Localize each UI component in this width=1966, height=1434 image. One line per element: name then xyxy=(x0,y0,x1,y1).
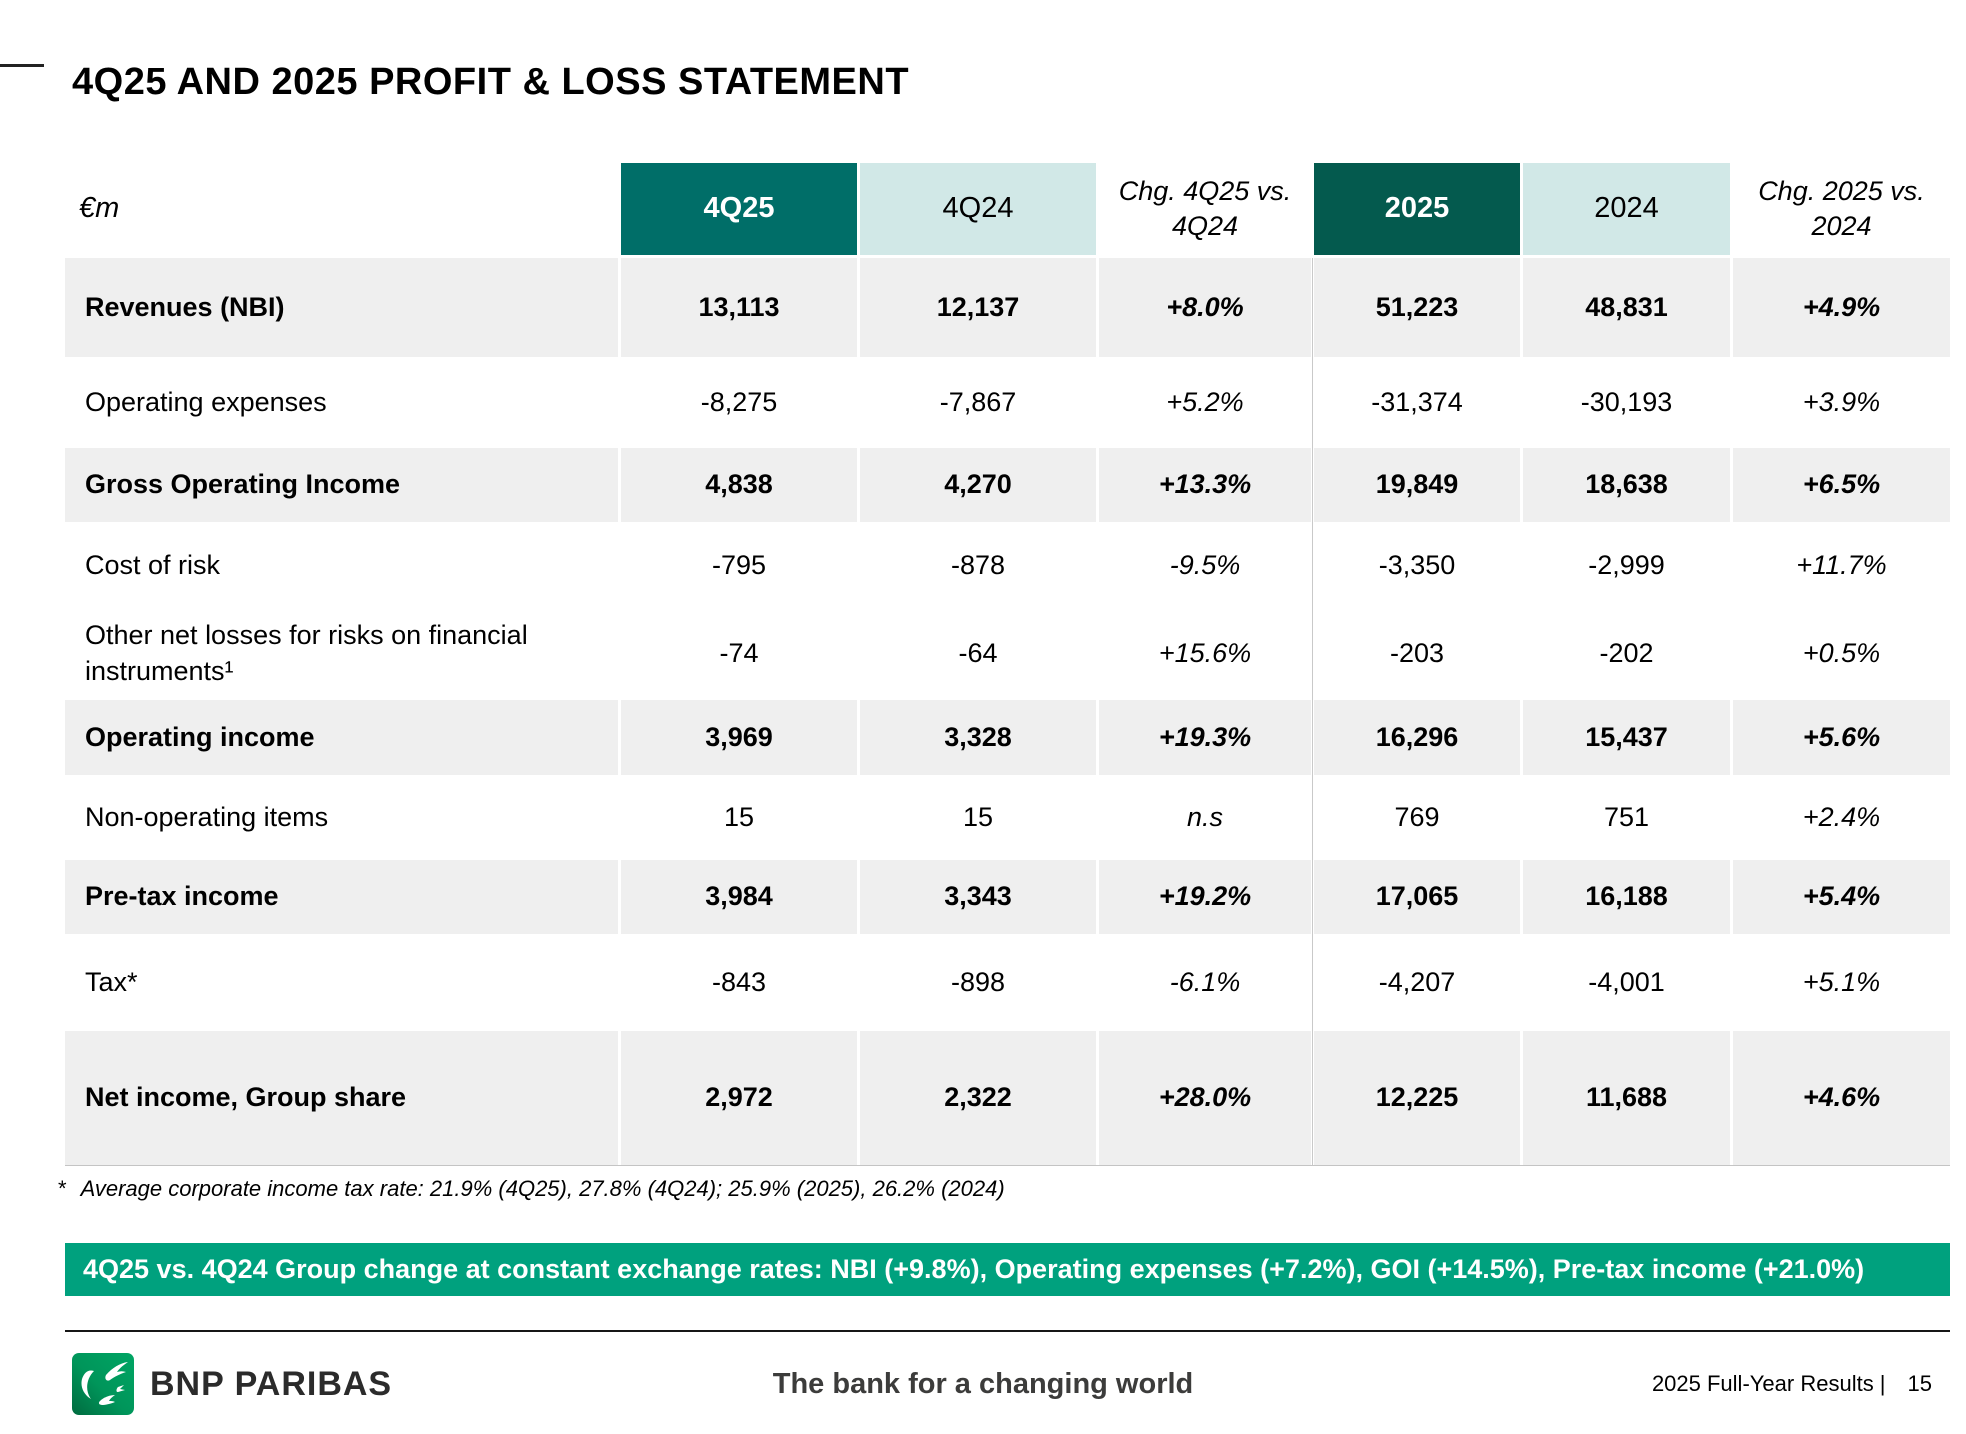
row-label: Tax* xyxy=(85,966,138,997)
value-cell: 3,969 xyxy=(621,700,857,775)
value-cell: -4,207 xyxy=(1378,966,1456,997)
value-cell: 15,437 xyxy=(1523,700,1730,775)
row-label: Operating income xyxy=(65,700,618,775)
bnp-logo-icon xyxy=(72,1353,134,1415)
value-cell: +13.3% xyxy=(1099,448,1311,522)
value-cell: 12,225 xyxy=(1314,1031,1520,1165)
value-cell: 11,688 xyxy=(1523,1031,1730,1165)
row-label: Revenues (NBI) xyxy=(65,258,618,357)
value-cell: -64 xyxy=(958,637,998,668)
section-divider-line xyxy=(1312,258,1313,1165)
value-cell: 16,296 xyxy=(1314,700,1520,775)
value-cell: +2.4% xyxy=(1802,801,1881,832)
value-cell: +15.6% xyxy=(1158,637,1252,668)
value-cell: -9.5% xyxy=(1169,550,1241,581)
value-cell: n.s xyxy=(1186,801,1224,832)
value-cell: +5.2% xyxy=(1166,386,1244,417)
constant-fx-banner: 4Q25 vs. 4Q24 Group change at constant e… xyxy=(65,1243,1950,1296)
value-cell: +6.5% xyxy=(1733,448,1950,522)
row-label: Pre-tax income xyxy=(65,860,618,934)
value-cell: 769 xyxy=(1394,801,1440,832)
value-cell: -3,350 xyxy=(1378,550,1456,581)
title-dash-line xyxy=(0,64,44,67)
row-label: Gross Operating Income xyxy=(65,448,618,522)
footer: BNP PARIBAS The bank for a changing worl… xyxy=(0,1344,1966,1434)
column-header-4q25: 4Q25 xyxy=(621,163,857,255)
row-label: Non-operating items xyxy=(85,801,329,832)
column-header-chg-year: Chg. 2025 vs. 2024 xyxy=(1758,175,1925,241)
value-cell: 4,270 xyxy=(860,448,1096,522)
page-info: 2025 Full-Year Results | 15 xyxy=(1652,1344,1932,1424)
value-cell: +8.0% xyxy=(1099,258,1311,357)
value-cell: +5.4% xyxy=(1733,860,1950,934)
value-cell: -8,275 xyxy=(700,386,778,417)
footnote-marker: * xyxy=(58,1176,67,1201)
value-cell: -202 xyxy=(1599,637,1654,668)
column-header-2024: 2024 xyxy=(1523,163,1730,255)
value-cell: +0.5% xyxy=(1802,637,1881,668)
value-cell: 3,328 xyxy=(860,700,1096,775)
value-cell: 51,223 xyxy=(1314,258,1520,357)
brand-name: BNP PARIBAS xyxy=(150,1364,393,1403)
column-header-4q24: 4Q24 xyxy=(860,163,1096,255)
value-cell: +3.9% xyxy=(1802,386,1881,417)
value-cell: -4,001 xyxy=(1588,966,1665,997)
value-cell: -2,999 xyxy=(1588,550,1665,581)
value-cell: 4,838 xyxy=(621,448,857,522)
value-cell: 2,972 xyxy=(621,1031,857,1165)
value-cell: -30,193 xyxy=(1580,386,1673,417)
table-bottom-line xyxy=(65,1165,1950,1166)
footnote-text: Average corporate income tax rate: 21.9%… xyxy=(80,1176,1005,1201)
value-cell: -898 xyxy=(950,966,1006,997)
tagline: The bank for a changing world xyxy=(772,1367,1194,1400)
row-label: Other net losses for risks on financial … xyxy=(85,620,528,686)
value-cell: -31,374 xyxy=(1371,386,1463,417)
value-cell: 3,984 xyxy=(621,860,857,934)
value-cell: 18,638 xyxy=(1523,448,1730,522)
value-cell: 751 xyxy=(1603,801,1650,832)
row-label: Net income, Group share xyxy=(65,1031,618,1165)
value-cell: -795 xyxy=(711,550,767,581)
value-cell: +28.0% xyxy=(1099,1031,1311,1165)
value-cell: +19.3% xyxy=(1099,700,1311,775)
report-title: 2025 Full-Year Results | xyxy=(1651,1371,1886,1396)
value-cell: +19.2% xyxy=(1099,860,1311,934)
row-label: Cost of risk xyxy=(85,550,221,581)
column-header-2025: 2025 xyxy=(1314,163,1520,255)
value-cell: +5.1% xyxy=(1802,966,1881,997)
value-cell: 12,137 xyxy=(860,258,1096,357)
value-cell: +4.6% xyxy=(1733,1031,1950,1165)
value-cell: 15 xyxy=(962,801,994,832)
value-cell: +11.7% xyxy=(1796,550,1887,581)
footer-divider-line xyxy=(65,1330,1950,1332)
value-cell: 3,343 xyxy=(860,860,1096,934)
value-cell: -6.1% xyxy=(1169,966,1241,997)
column-header-chg-quarter: Chg. 4Q25 vs. 4Q24 xyxy=(1118,175,1292,241)
value-cell: +4.9% xyxy=(1733,258,1950,357)
value-cell: 17,065 xyxy=(1314,860,1520,934)
value-cell: +5.6% xyxy=(1733,700,1950,775)
value-cell: 48,831 xyxy=(1523,258,1730,357)
unit-label: €m xyxy=(79,192,120,225)
page-number: 15 xyxy=(1907,1371,1932,1396)
value-cell: -843 xyxy=(711,966,767,997)
value-cell: 15 xyxy=(723,801,755,832)
pnl-table: €m 4Q25 4Q24 Chg. 4Q25 vs. 4Q24 2025 202… xyxy=(65,163,1950,1165)
value-cell: 19,849 xyxy=(1314,448,1520,522)
value-cell: 13,113 xyxy=(621,258,857,357)
page-title: 4Q25 AND 2025 PROFIT & LOSS STATEMENT xyxy=(72,61,910,104)
value-cell: -878 xyxy=(950,550,1006,581)
value-cell: -74 xyxy=(719,637,759,668)
row-label: Operating expenses xyxy=(85,386,327,417)
value-cell: -203 xyxy=(1389,637,1445,668)
value-cell: 16,188 xyxy=(1523,860,1730,934)
footnote: * Average corporate income tax rate: 21.9… xyxy=(58,1176,1005,1202)
value-cell: 2,322 xyxy=(860,1031,1096,1165)
value-cell: -7,867 xyxy=(939,386,1017,417)
banner-text: 4Q25 vs. 4Q24 Group change at constant e… xyxy=(83,1254,1865,1284)
